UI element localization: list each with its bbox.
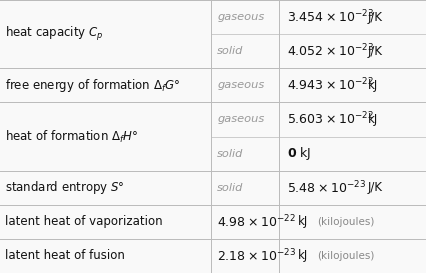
Text: latent heat of fusion: latent heat of fusion	[5, 250, 125, 262]
Text: gaseous: gaseous	[217, 12, 265, 22]
Text: solid: solid	[217, 46, 244, 56]
Text: $4.052\times10^{-23}$: $4.052\times10^{-23}$	[287, 43, 374, 60]
Text: gaseous: gaseous	[217, 114, 265, 124]
Text: heat of formation $\Delta_f H$°: heat of formation $\Delta_f H$°	[5, 129, 138, 144]
Text: $3.454\times10^{-23}$: $3.454\times10^{-23}$	[287, 9, 374, 25]
Text: (kilojoules): (kilojoules)	[317, 251, 375, 261]
Text: J/K: J/K	[368, 45, 383, 58]
Text: free energy of formation $\Delta_f G$°: free energy of formation $\Delta_f G$°	[5, 77, 181, 94]
Text: solid: solid	[217, 149, 244, 159]
Text: $4.943\times10^{-22}$: $4.943\times10^{-22}$	[287, 77, 373, 94]
Text: kJ: kJ	[298, 250, 308, 262]
Text: kJ: kJ	[368, 113, 378, 126]
Text: kJ: kJ	[368, 79, 378, 92]
Text: gaseous: gaseous	[217, 80, 265, 90]
Text: (kilojoules): (kilojoules)	[317, 217, 375, 227]
Text: standard entropy $S$°: standard entropy $S$°	[5, 179, 125, 196]
Text: solid: solid	[217, 183, 244, 193]
Text: latent heat of vaporization: latent heat of vaporization	[5, 215, 163, 228]
Text: J/K: J/K	[368, 181, 383, 194]
Text: kJ: kJ	[298, 215, 308, 228]
Text: $5.603\times10^{-22}$: $5.603\times10^{-22}$	[287, 111, 373, 128]
Text: $2.18\times10^{-23}$: $2.18\times10^{-23}$	[217, 248, 296, 264]
Text: heat capacity $C_p$: heat capacity $C_p$	[5, 25, 104, 43]
Text: $\mathbf{0}$ kJ: $\mathbf{0}$ kJ	[287, 145, 311, 162]
Text: $4.98\times10^{-22}$: $4.98\times10^{-22}$	[217, 213, 296, 230]
Text: J/K: J/K	[368, 11, 383, 23]
Text: $5.48\times10^{-23}$: $5.48\times10^{-23}$	[287, 179, 366, 196]
